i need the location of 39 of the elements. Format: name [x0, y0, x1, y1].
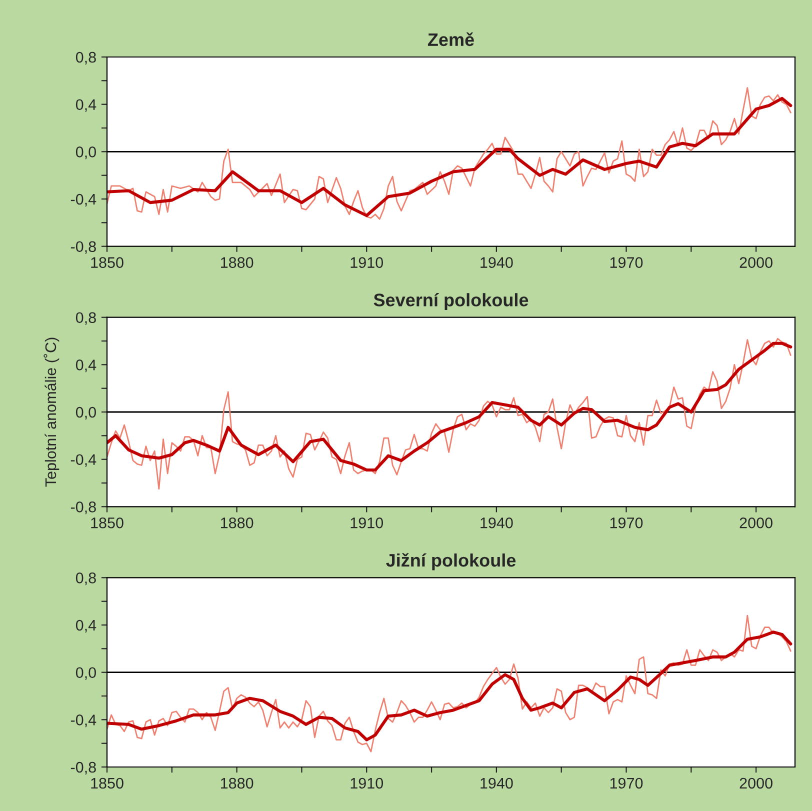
- x-tick-label: 1910: [350, 778, 384, 789]
- y-tick-label: -0,8: [70, 762, 96, 774]
- y-tick-label: 0,4: [76, 360, 96, 372]
- y-tick-label: -0,8: [70, 502, 96, 514]
- y-tick-label: 0,0: [76, 667, 96, 680]
- x-tick-label: 1910: [350, 517, 384, 528]
- x-tick-label: 1910: [350, 257, 384, 268]
- chart-title: Severní polokoule: [374, 292, 528, 310]
- line-series: [107, 630, 792, 742]
- x-tick-label: 2000: [740, 257, 772, 268]
- chart-title: Jižní polokoule: [386, 553, 516, 570]
- x-tick-label: 1880: [220, 778, 254, 789]
- line-series: [107, 614, 792, 752]
- y-tick-label: 0,4: [76, 99, 96, 112]
- y-tick-label: -0,4: [70, 714, 96, 728]
- x-tick-label: 1850: [91, 778, 124, 789]
- x-tick-label: 1940: [480, 517, 513, 528]
- y-tick-label: 0,0: [76, 406, 96, 420]
- x-tick-label: 1970: [610, 257, 643, 268]
- y-tick-label: -0,4: [70, 454, 96, 467]
- x-tick-label: 1880: [220, 517, 254, 528]
- x-tick-label: 1850: [91, 257, 124, 268]
- y-tick-label: 0,8: [76, 572, 96, 586]
- y-tick-label: -0,8: [70, 241, 96, 254]
- y-axis-title: Teplotní anomálie (˚C): [44, 338, 60, 487]
- y-tick-label: -0,4: [70, 194, 96, 206]
- y-tick-label: 0,0: [76, 146, 96, 160]
- y-tick-label: 0,4: [76, 620, 96, 632]
- y-tick-label: 0,8: [76, 52, 96, 64]
- x-tick-label: 1880: [220, 257, 254, 268]
- x-tick-label: 2000: [740, 778, 772, 789]
- chart-title: Země: [428, 32, 474, 46]
- x-tick-label: 1850: [91, 517, 124, 528]
- x-tick-label: 1940: [480, 778, 513, 789]
- x-tick-label: 1940: [480, 257, 513, 268]
- y-tick-label: 0,8: [76, 312, 96, 325]
- x-tick-label: 1970: [610, 517, 643, 528]
- x-tick-label: 1970: [610, 778, 643, 789]
- x-tick-label: 2000: [740, 517, 772, 528]
